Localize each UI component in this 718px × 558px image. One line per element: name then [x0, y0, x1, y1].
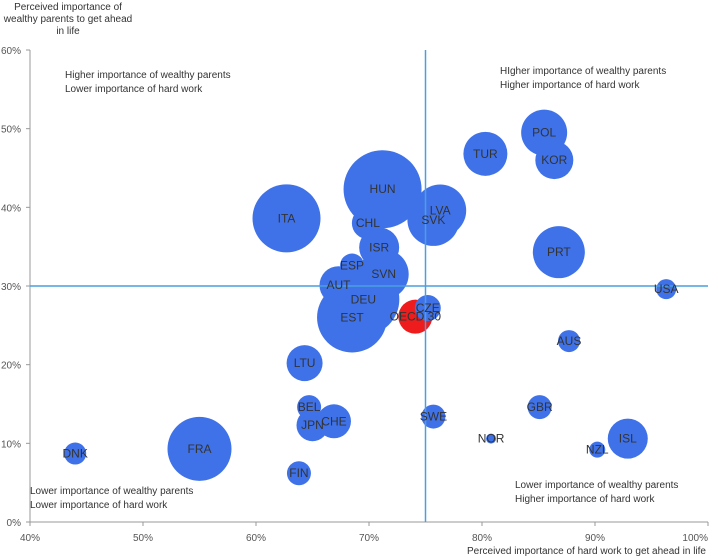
- bubble-label-prt: PRT: [547, 245, 571, 259]
- bubble-label-ita: ITA: [278, 211, 296, 225]
- bubble-label-dnk: DNK: [63, 447, 88, 461]
- bubble-kor: [535, 141, 574, 180]
- y-tick-label: 0%: [7, 518, 22, 529]
- bubble-label-fra: FRA: [188, 442, 212, 456]
- bubble-label-aut: AUT: [326, 278, 351, 292]
- bubble-label-svn: SVN: [371, 267, 396, 281]
- x-tick-label: 70%: [359, 533, 379, 544]
- bubble-usa: [656, 279, 677, 300]
- x-tick-label: 100%: [682, 533, 708, 544]
- bubble-label-deu: DEU: [351, 292, 376, 306]
- bubble-label-nzl: NZL: [586, 443, 609, 457]
- y-axis-title-line: in life: [56, 26, 80, 37]
- reference-lines: [30, 50, 708, 522]
- bubble-fin: [286, 461, 311, 486]
- bubble-label-bel: BEL: [298, 400, 321, 414]
- y-tick-label: 20%: [1, 361, 21, 372]
- x-axis-ticks: 40% 50% 60% 70% 80% 90% 100%: [20, 522, 709, 544]
- bubble-label-isr: ISR: [369, 240, 389, 254]
- bubble-isl: [607, 418, 648, 459]
- y-axis-ticks: 0% 10% 20% 30% 40% 50% 60%: [1, 46, 30, 529]
- quadrant-labels: Higher importance of wealthy parents Lowe…: [30, 66, 678, 511]
- quadrant-label-top-left: Lower importance of hard work: [65, 84, 203, 95]
- bubble-nor: [486, 433, 497, 444]
- bubble-label-chl: CHL: [356, 216, 380, 230]
- bubble-label-fin: FIN: [289, 466, 308, 480]
- x-tick-label: 60%: [246, 533, 266, 544]
- quadrant-label-bottom-left: Lower importance of wealthy parents: [30, 486, 193, 497]
- bubble-label-aus: AUS: [557, 334, 582, 348]
- bubble-label-svk: SVK: [421, 213, 445, 227]
- bubble-svk: [407, 193, 460, 246]
- bubble-prt: [532, 226, 585, 279]
- y-tick-label: 60%: [1, 46, 21, 57]
- bubble-cze: [414, 295, 441, 322]
- bubble-label-est: EST: [340, 310, 364, 324]
- quadrant-label-top-right: HIgher importance of wealthy parents: [500, 66, 666, 77]
- bubble-label-swe: SWE: [420, 410, 447, 424]
- quadrant-label-top-right: Higher importance of hard work: [500, 80, 641, 91]
- bubble-label-gbr: GBR: [527, 400, 553, 414]
- bubble-label-isl: ISL: [619, 432, 637, 446]
- bubble-swe: [421, 404, 446, 429]
- bubble-aus: [558, 330, 581, 353]
- bubble-series: [64, 109, 677, 486]
- x-tick-label: 80%: [472, 533, 492, 544]
- x-tick-label: 40%: [20, 533, 40, 544]
- quadrant-label-bottom-left: Lower importance of hard work: [30, 500, 168, 511]
- y-axis-title-line: wealthy parents to get ahead: [3, 14, 132, 25]
- quadrant-label-bottom-right: Higher importance of hard work: [515, 494, 656, 505]
- bubble-ltu: [286, 345, 323, 382]
- bubble-ita: [252, 184, 321, 253]
- bubble-label-usa: USA: [654, 282, 679, 296]
- x-tick-label: 50%: [133, 533, 153, 544]
- bubble-label-hun: HUN: [370, 182, 396, 196]
- bubble-label-nor: NOR: [478, 432, 505, 446]
- bubble-label-che: CHE: [321, 414, 346, 428]
- bubble-gbr: [527, 395, 552, 420]
- bubble-label-oecd-30: OECD 30: [390, 310, 442, 324]
- bubble-nzl: [589, 441, 606, 458]
- bubble-label-tur: TUR: [473, 147, 498, 161]
- bubble-label-lva: LVA: [430, 203, 451, 217]
- bubble-bel: [297, 395, 322, 420]
- quadrant-label-bottom-right: Lower importance of wealthy parents: [515, 480, 678, 491]
- y-axis-title-line: Perceived importance of: [14, 2, 122, 13]
- bubble-label-ltu: LTU: [294, 356, 316, 370]
- bubble-label-jpn: JPN: [301, 418, 324, 432]
- bubble-label-cze: CZE: [416, 301, 440, 315]
- bubble-esp: [340, 253, 365, 278]
- y-tick-label: 50%: [1, 125, 21, 136]
- bubble-label-esp: ESP: [340, 259, 364, 273]
- y-tick-label: 10%: [1, 439, 21, 450]
- bubble-tur: [463, 131, 508, 176]
- x-tick-label: 90%: [585, 533, 605, 544]
- y-tick-label: 30%: [1, 282, 21, 293]
- bubble-dnk: [64, 442, 87, 465]
- bubble-label-pol: POL: [532, 126, 556, 140]
- bubble-chl: [351, 207, 384, 240]
- quadrant-label-top-left: Higher importance of wealthy parents: [65, 70, 231, 81]
- bubble-fra: [167, 416, 232, 481]
- bubble-label-kor: KOR: [541, 153, 567, 167]
- y-tick-label: 40%: [1, 203, 21, 214]
- x-axis-title: Perceived importance of hard work to get…: [467, 546, 706, 557]
